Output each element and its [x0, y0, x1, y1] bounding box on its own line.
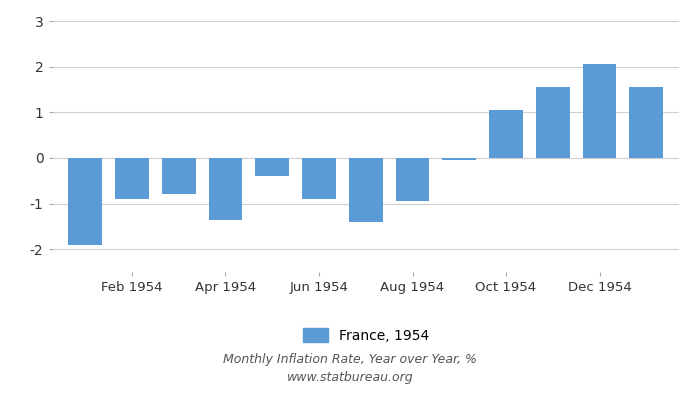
Bar: [489, 110, 523, 158]
Bar: [69, 158, 102, 245]
Bar: [302, 158, 336, 199]
Bar: [629, 87, 663, 158]
Bar: [536, 87, 570, 158]
Text: Monthly Inflation Rate, Year over Year, %: Monthly Inflation Rate, Year over Year, …: [223, 354, 477, 366]
Bar: [395, 158, 429, 201]
Legend: France, 1954: France, 1954: [302, 328, 429, 343]
Bar: [349, 158, 383, 222]
Bar: [209, 158, 242, 220]
Bar: [442, 158, 476, 160]
Bar: [582, 64, 617, 158]
Text: www.statbureau.org: www.statbureau.org: [287, 372, 413, 384]
Bar: [256, 158, 289, 176]
Bar: [162, 158, 195, 194]
Bar: [115, 158, 149, 199]
